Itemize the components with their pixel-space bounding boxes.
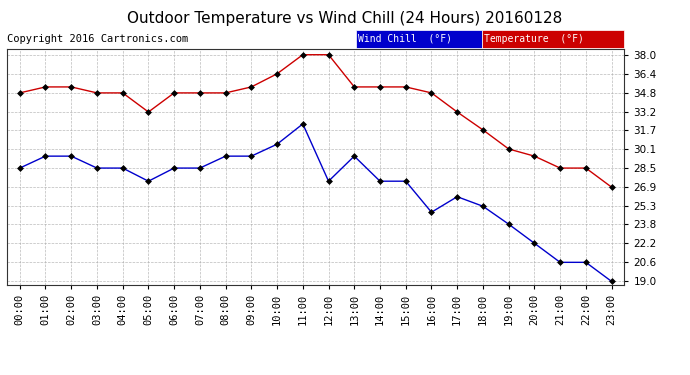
Text: Copyright 2016 Cartronics.com: Copyright 2016 Cartronics.com [7, 34, 188, 44]
Text: Outdoor Temperature vs Wind Chill (24 Hours) 20160128: Outdoor Temperature vs Wind Chill (24 Ho… [128, 11, 562, 26]
FancyBboxPatch shape [482, 30, 624, 48]
Text: Temperature  (°F): Temperature (°F) [484, 34, 584, 44]
Text: Wind Chill  (°F): Wind Chill (°F) [357, 34, 452, 44]
FancyBboxPatch shape [356, 30, 482, 48]
